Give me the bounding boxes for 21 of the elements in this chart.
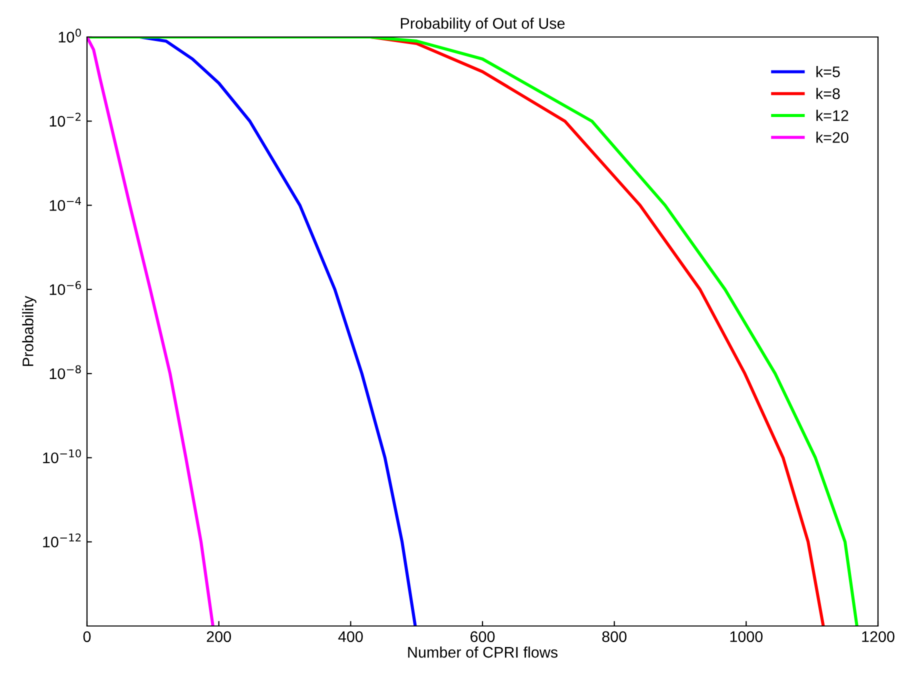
- legend-label: k=5: [816, 66, 840, 78]
- x-tick-label: 200: [206, 631, 231, 642]
- y-tick-label: 10$^{−6}$: [50, 281, 81, 295]
- chart-title: Probability of Out of Use: [400, 18, 565, 32]
- y-tick-label: 10$^{−10}$: [43, 449, 81, 464]
- legend-label: k=20: [816, 132, 848, 143]
- y-tick-label: 10$^{−8}$: [50, 365, 81, 380]
- y-tick-label: 10$^{−12}$: [43, 533, 81, 548]
- x-tick-label: 1200: [862, 631, 894, 642]
- legend-label: k=8: [816, 88, 840, 100]
- x-tick-label: 0: [83, 631, 91, 642]
- x-axis-title: Number of CPRI flows: [408, 646, 558, 658]
- y-tick-label: 10$^{0}$: [58, 28, 81, 43]
- x-tick-label: 1000: [730, 631, 763, 642]
- y-tick-label: 10$^{−2}$: [50, 112, 81, 127]
- legend-label: k=12: [816, 110, 848, 121]
- y-tick-label: 10$^{−4}$: [50, 197, 81, 211]
- x-tick-label: 600: [470, 631, 495, 642]
- x-tick-label: 800: [602, 631, 626, 642]
- y-axis-title: Probability: [22, 296, 36, 366]
- x-tick-label: 400: [338, 631, 363, 642]
